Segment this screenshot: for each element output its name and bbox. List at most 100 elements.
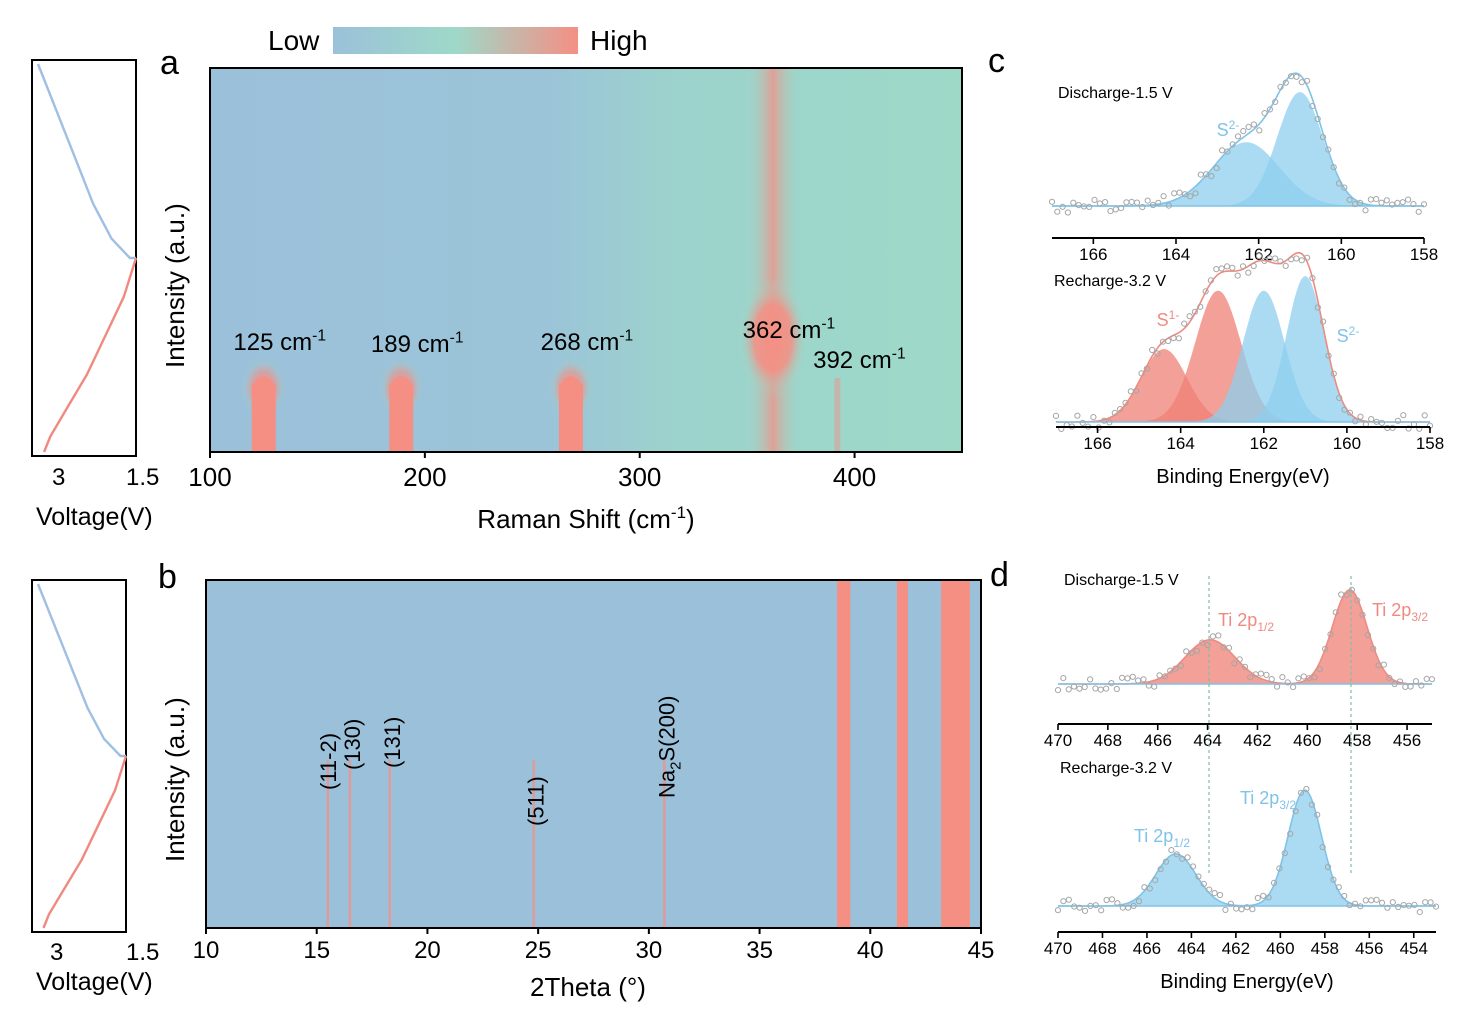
xps-data-point: [1129, 673, 1136, 680]
xps-data-point: [1399, 199, 1406, 206]
xps-data-point: [1202, 288, 1209, 295]
xps-tick-label-468: 468: [1094, 731, 1122, 750]
xps-tick-label-454: 454: [1400, 939, 1428, 958]
xps-data-point: [1184, 854, 1191, 861]
xps-data-point: [1303, 785, 1310, 793]
xps-data-point: [1156, 672, 1163, 679]
xps-data-point: [1420, 201, 1428, 208]
xps-data-point: [1188, 649, 1195, 656]
xps-data-point: [1274, 683, 1281, 690]
xps-data-point: [1407, 683, 1414, 690]
xps-data-point: [1065, 896, 1072, 903]
xrd-ylabel: Intensity (a.u.): [160, 697, 190, 862]
xps-data-point: [1183, 648, 1190, 655]
xps-panel-c-top: 166 164 162 160 158 Discharge-1.5 V S2-: [1048, 72, 1438, 264]
voltage-profile-b: 3 1.5 Voltage(V): [31, 579, 159, 996]
xps-data-point: [1263, 671, 1270, 679]
xps-data-point: [1108, 680, 1115, 687]
xps-data-point: [1272, 98, 1279, 106]
xps-data-point: [1229, 264, 1236, 271]
xps-data-point: [1341, 184, 1348, 191]
xrd-peak-label-0: (11-2): [316, 733, 341, 790]
xps-data-point: [1396, 678, 1404, 685]
xps-data-point: [1233, 905, 1240, 912]
xps-data-point: [1304, 254, 1311, 261]
xps-data-point: [1346, 196, 1353, 203]
xps-data-point: [1200, 880, 1207, 888]
xps-data-point: [1300, 673, 1307, 680]
xps-data-point: [1370, 645, 1377, 652]
xps-data-point: [1213, 165, 1220, 172]
xrd-substrate-band-2: [941, 580, 970, 928]
raman-peak-label-392: 392 cm-1: [813, 345, 906, 374]
xps-data-point: [1117, 406, 1124, 413]
xps-data-point: [1389, 899, 1396, 906]
xps-tick-label-456: 456: [1355, 939, 1383, 958]
xps-data-point: [1076, 904, 1083, 911]
xps-data-point: [1335, 884, 1342, 891]
xps-data-point: [1272, 255, 1279, 262]
xps-data-point: [1130, 902, 1137, 910]
voltage-curve-charge: [42, 257, 138, 453]
xps-data-point: [1060, 898, 1067, 905]
xps-data-point: [1261, 110, 1268, 117]
xps-data-point: [1284, 679, 1291, 686]
xps-tick-label-164: 164: [1166, 434, 1194, 453]
xps-data-point: [1418, 682, 1425, 689]
xps-tick-label-160: 160: [1327, 245, 1355, 264]
xps-tick-label-466: 466: [1144, 731, 1172, 750]
xps-data-point: [1304, 77, 1311, 84]
xps-data-point: [1335, 180, 1343, 187]
xps-data-point: [1133, 387, 1140, 394]
xps-data-point: [1171, 190, 1178, 197]
xps-data-point: [1189, 863, 1197, 870]
xps-data-point: [1354, 597, 1361, 604]
xps-data-point: [1277, 83, 1284, 91]
xps-data-point: [1250, 262, 1257, 270]
xps-data-point: [1389, 201, 1396, 208]
xps-data-point: [1208, 173, 1215, 180]
xps-data-point: [1218, 265, 1225, 272]
xps-data-point: [1070, 199, 1077, 206]
xps-data-point: [1054, 907, 1062, 914]
xps-condition-label: Discharge-1.5 V: [1058, 85, 1173, 102]
colorbar-high-label: High: [590, 25, 648, 56]
xrd-peak-label-1: (130): [340, 719, 365, 770]
xps-data-point: [1324, 863, 1332, 871]
xps-data-point: [1261, 257, 1268, 264]
xps-tick-label-164: 164: [1162, 245, 1190, 264]
xps-xlabel: Binding Energy(eV): [1160, 971, 1333, 993]
xps-data-point: [1165, 337, 1172, 345]
xrd-peak-label-2: (131): [380, 717, 405, 768]
xps-panel-d-top: 470 468 466 464 462 460 458 456 Discharge-1.5 V T…: [1044, 572, 1436, 750]
xrd-xtick-label-25: 25: [525, 937, 552, 964]
xps-data-point: [1199, 639, 1206, 646]
xps-data-point: [1241, 663, 1249, 670]
xps-data-point: [1293, 73, 1300, 80]
xps-condition-label: Recharge-3.2 V: [1060, 760, 1172, 777]
xps-data-point: [1282, 79, 1289, 86]
xps-tick-label-464: 464: [1193, 731, 1221, 750]
xps-data-point: [1106, 419, 1113, 426]
xps-data-point: [1416, 909, 1423, 916]
xps-data-point: [1203, 171, 1210, 178]
xps-data-point: [1330, 164, 1337, 171]
xps-data-point: [1081, 907, 1089, 915]
xps-data-point: [1357, 903, 1364, 910]
xps-data-point: [1405, 425, 1412, 432]
xps-data-point: [1133, 199, 1141, 206]
voltage-curve-discharge: [36, 583, 126, 758]
xps-data-point: [1287, 830, 1294, 837]
xps-data-point: [1206, 886, 1213, 893]
xrd-heatmap-background: [206, 580, 981, 928]
xps-data-point: [1052, 412, 1060, 419]
xps-data-point: [1192, 190, 1199, 197]
xps-data-point: [1247, 674, 1254, 681]
xps-data-point: [1175, 335, 1183, 342]
xps-data-point: [1364, 631, 1372, 639]
xps-data-point: [1151, 683, 1158, 690]
xps-data-point: [1330, 370, 1337, 377]
xps-data-point: [1367, 196, 1375, 203]
xps-data-point: [1277, 258, 1284, 265]
